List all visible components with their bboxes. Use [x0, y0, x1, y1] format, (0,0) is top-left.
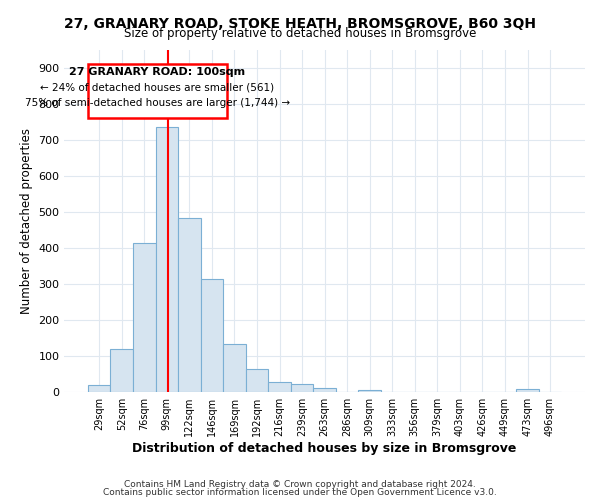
Bar [313, 388, 336, 392]
Bar [268, 382, 291, 392]
Bar [133, 242, 155, 392]
Text: Contains public sector information licensed under the Open Government Licence v3: Contains public sector information licen… [103, 488, 497, 497]
Text: Contains HM Land Registry data © Crown copyright and database right 2024.: Contains HM Land Registry data © Crown c… [124, 480, 476, 489]
Y-axis label: Number of detached properties: Number of detached properties [20, 128, 33, 314]
Text: 27, GRANARY ROAD, STOKE HEATH, BROMSGROVE, B60 3QH: 27, GRANARY ROAD, STOKE HEATH, BROMSGROV… [64, 18, 536, 32]
X-axis label: Distribution of detached houses by size in Bromsgrove: Distribution of detached houses by size … [133, 442, 517, 455]
Bar [291, 384, 313, 392]
Bar [516, 388, 539, 392]
Bar [223, 344, 246, 392]
Bar [358, 390, 381, 392]
Bar [178, 218, 200, 392]
Bar [155, 128, 178, 392]
Text: 75% of semi-detached houses are larger (1,744) →: 75% of semi-detached houses are larger (… [25, 98, 290, 108]
Bar [88, 385, 110, 392]
Bar [246, 369, 268, 392]
Text: ← 24% of detached houses are smaller (561): ← 24% of detached houses are smaller (56… [40, 82, 275, 92]
Text: Size of property relative to detached houses in Bromsgrove: Size of property relative to detached ho… [124, 28, 476, 40]
Bar [110, 349, 133, 392]
Bar [200, 278, 223, 392]
FancyBboxPatch shape [88, 64, 227, 118]
Text: 27 GRANARY ROAD: 100sqm: 27 GRANARY ROAD: 100sqm [70, 68, 245, 78]
